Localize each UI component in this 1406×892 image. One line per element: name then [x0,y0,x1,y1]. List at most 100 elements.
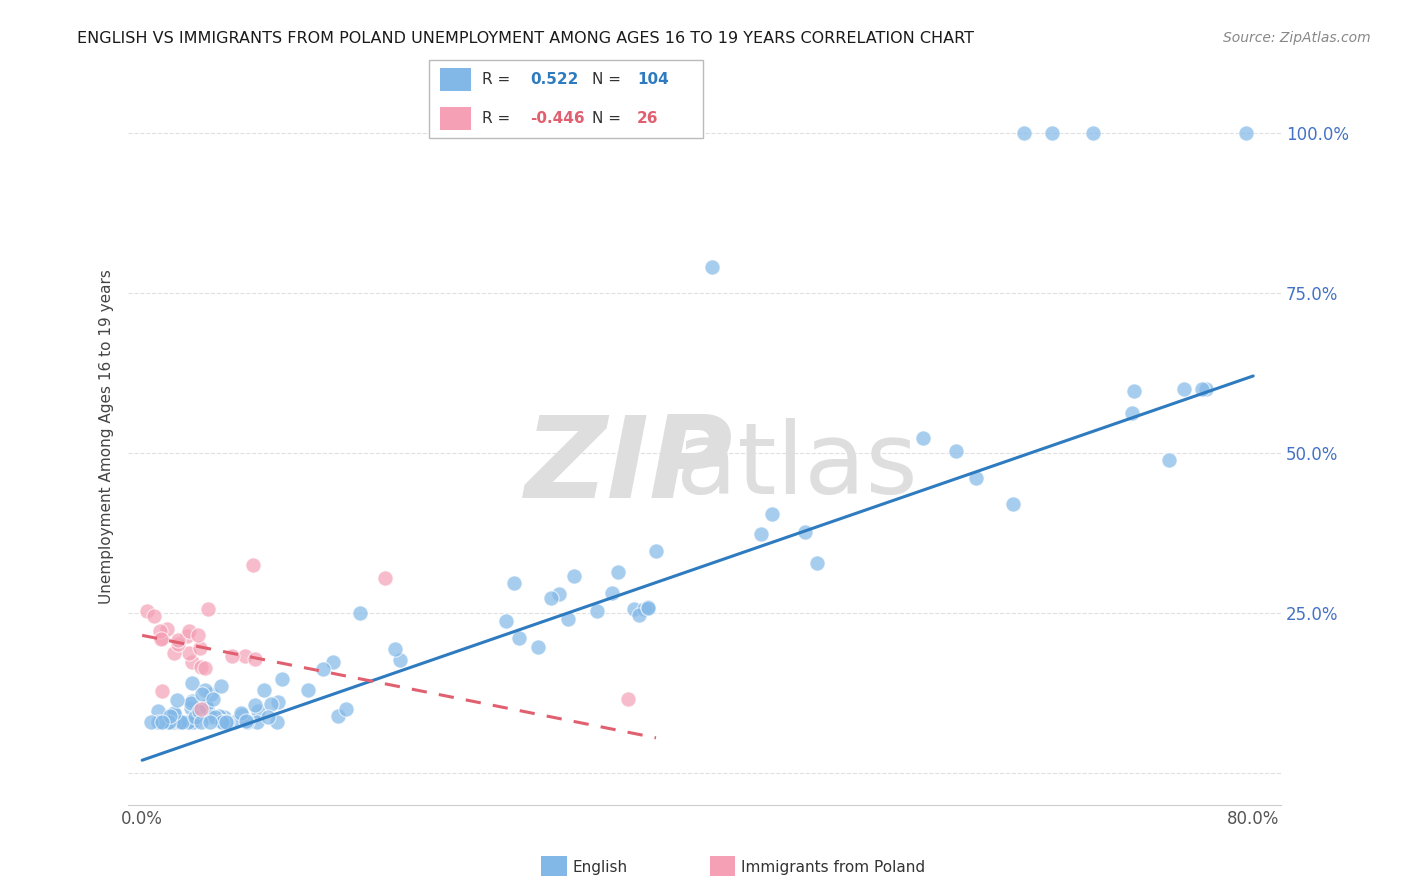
Point [190,659,212,673]
Point [911,431,934,445]
Point [557,612,579,626]
Point [157,714,180,729]
Point [200,710,222,724]
Text: Source: ZipAtlas.com: Source: ZipAtlas.com [1223,31,1371,45]
Point [243,698,266,713]
Point [188,640,211,655]
Point [585,604,607,618]
Point [1191,382,1213,396]
Point [166,714,188,729]
Point [1012,126,1035,140]
Point [190,714,212,729]
Point [231,706,253,721]
Point [204,709,226,723]
Point [547,586,569,600]
Point [1040,126,1063,140]
Point [633,602,655,616]
Point [267,695,290,709]
Point [214,714,236,729]
Point [190,702,212,716]
Point [148,704,170,718]
Point [257,710,280,724]
Point [188,704,211,718]
Point [1346,126,1368,140]
Point [389,653,412,667]
Point [623,602,645,616]
Point [328,708,350,723]
Point [806,557,828,571]
Point [271,672,294,686]
Point [502,575,524,590]
Point [245,652,267,666]
Point [617,692,640,706]
Point [209,714,232,728]
Point [150,683,173,698]
Point [194,698,217,713]
Point [194,661,217,675]
Point [177,714,200,729]
Point [200,714,222,729]
Y-axis label: Unemployment Among Ages 16 to 19 years: Unemployment Among Ages 16 to 19 years [100,269,114,604]
Text: ENGLISH VS IMMIGRANTS FROM POLAND UNEMPLOYMENT AMONG AGES 16 TO 19 YEARS CORRELA: ENGLISH VS IMMIGRANTS FROM POLAND UNEMPL… [77,31,974,46]
Point [180,696,202,710]
Point [194,682,217,697]
Point [162,714,184,729]
Point [1291,126,1313,140]
Point [167,714,190,729]
Text: ZIP: ZIP [526,410,734,522]
Point [200,687,222,701]
Point [197,601,219,615]
Point [1122,384,1144,398]
Point [794,524,817,539]
Point [297,683,319,698]
Point [162,646,184,660]
Point [233,648,256,663]
Point [149,624,172,639]
Text: 0.522: 0.522 [530,72,578,87]
Point [180,694,202,708]
Point [945,443,967,458]
Text: English: English [572,860,627,874]
Point [166,693,188,707]
Point [211,714,233,729]
Point [146,714,169,729]
Point [150,714,173,729]
Point [179,646,201,660]
Point [335,702,357,716]
Point [236,714,259,729]
Text: N =: N = [592,72,621,87]
Point [163,706,186,720]
Point [150,631,173,645]
Point [246,704,269,718]
Point [184,710,207,724]
Point [526,640,548,655]
Point [1157,452,1180,467]
Point [1121,407,1143,421]
Point [1195,382,1218,396]
Point [209,679,232,693]
Point [1173,382,1195,396]
Point [215,714,238,729]
Point [169,714,191,729]
Point [266,714,288,729]
Point [176,629,198,643]
Point [179,624,201,639]
Point [384,641,406,656]
Text: R =: R = [482,72,510,87]
Point [349,606,371,620]
Point [157,714,180,729]
Point [1083,126,1105,140]
Point [139,714,162,729]
Point [562,569,585,583]
Point [260,697,283,711]
Point [195,700,218,714]
Point [606,566,628,580]
Point [191,687,214,701]
Point [602,586,624,600]
Text: 104: 104 [637,72,669,87]
Point [628,607,651,622]
Point [180,714,202,729]
Point [135,604,157,618]
Point [221,648,243,663]
Point [166,633,188,648]
